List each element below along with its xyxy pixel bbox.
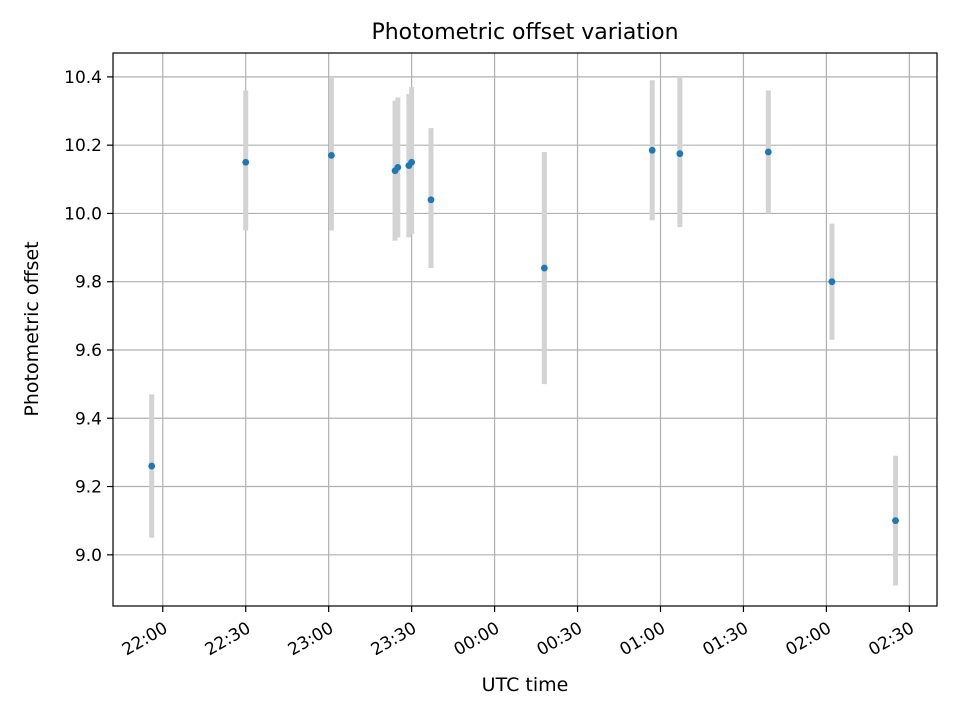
plot-frame [112, 52, 938, 607]
y-tick-label: 9.2 [75, 478, 102, 498]
data-point [828, 278, 836, 286]
data-point [540, 264, 548, 272]
point-layer [148, 146, 899, 525]
x-axis-label: UTC time [482, 674, 569, 696]
y-tick-label: 9.0 [75, 546, 102, 566]
data-point [676, 150, 684, 158]
data-point [648, 146, 656, 154]
grid-layer [113, 53, 937, 606]
data-point [892, 517, 899, 525]
data-point [148, 462, 156, 470]
data-point [242, 158, 250, 166]
y-tick-label: 9.4 [75, 409, 102, 429]
data-point [328, 152, 335, 159]
y-tick-label: 9.8 [75, 273, 102, 293]
data-point [408, 158, 416, 166]
data-point [427, 196, 435, 204]
chart-title: Photometric offset variation [371, 20, 678, 45]
y-axis-label: Photometric offset [21, 241, 43, 416]
y-tick-label: 10.4 [64, 68, 102, 88]
y-tick-label: 10.2 [64, 136, 102, 156]
data-point [764, 148, 772, 156]
y-tick-label: 9.6 [75, 341, 102, 361]
y-tick-label: 10.0 [64, 204, 102, 224]
data-point [394, 163, 402, 171]
